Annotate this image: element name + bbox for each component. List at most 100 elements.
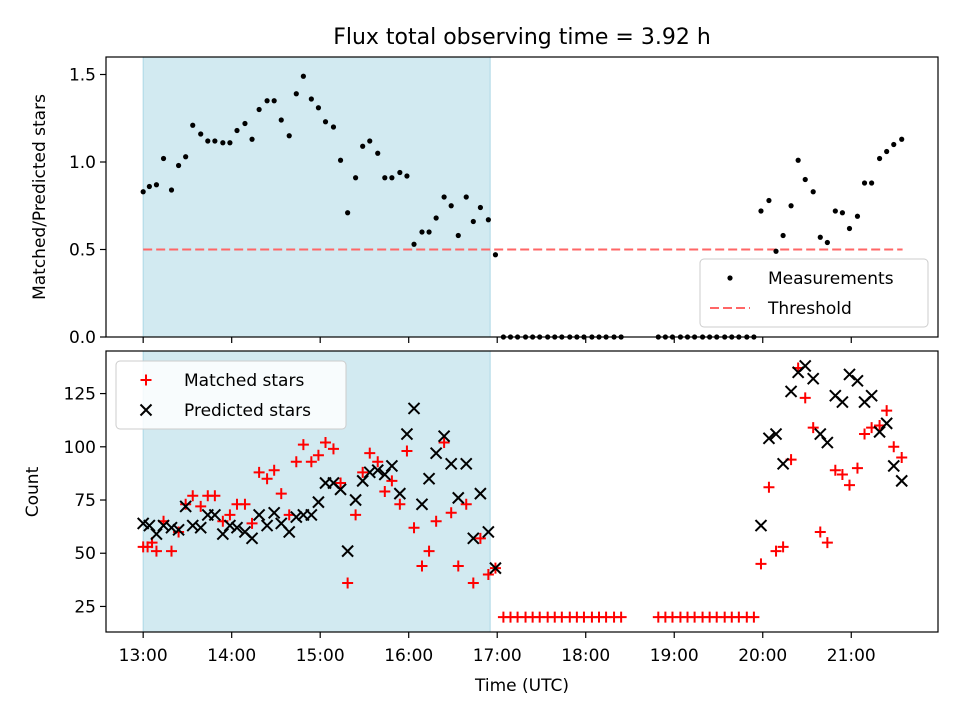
data-point xyxy=(312,449,324,461)
data-point xyxy=(290,510,303,524)
data-point xyxy=(762,432,776,445)
data-point xyxy=(397,169,403,176)
data-point xyxy=(807,422,819,434)
data-point xyxy=(357,466,369,478)
x-tick-label: 16:00 xyxy=(384,646,433,666)
bottom-y-axis-label: Count xyxy=(23,466,43,517)
data-point xyxy=(460,457,473,471)
data-point xyxy=(474,532,486,544)
data-point xyxy=(851,462,863,474)
data-point xyxy=(153,182,160,188)
data-point xyxy=(345,210,351,216)
y-tick-label: 50 xyxy=(74,544,96,564)
data-point xyxy=(416,560,428,572)
top-panel: 0.0 0.5 1.0 1.5 Measurements Threshold xyxy=(69,56,939,348)
data-point xyxy=(180,498,192,510)
data-point xyxy=(806,372,820,385)
data-point xyxy=(433,215,439,221)
data-point xyxy=(411,241,417,247)
data-point xyxy=(846,225,853,232)
data-point xyxy=(766,197,772,204)
data-point xyxy=(869,180,875,186)
data-point xyxy=(194,521,207,534)
data-point xyxy=(175,162,182,169)
data-point xyxy=(887,459,900,473)
data-point xyxy=(385,459,399,473)
shaded-observing-span xyxy=(142,56,491,338)
y-tick-label: 25 xyxy=(74,597,96,617)
legend-box xyxy=(115,360,347,430)
data-point xyxy=(363,466,376,479)
data-point xyxy=(876,155,883,162)
data-point xyxy=(400,427,414,441)
data-point xyxy=(769,427,783,441)
data-point xyxy=(337,157,344,163)
data-point xyxy=(150,545,162,557)
data-point xyxy=(419,229,425,235)
data-point xyxy=(356,474,369,488)
data-point xyxy=(821,537,833,549)
y-tick-label: 0.5 xyxy=(69,241,96,261)
data-point xyxy=(234,127,240,134)
data-point xyxy=(165,545,177,557)
data-point xyxy=(252,508,266,522)
data-point xyxy=(330,124,337,130)
data-point xyxy=(423,545,435,557)
data-point xyxy=(179,500,192,513)
data-point xyxy=(271,98,277,104)
data-point xyxy=(780,232,786,239)
data-point xyxy=(195,500,207,512)
data-point xyxy=(829,464,841,476)
data-point xyxy=(430,515,442,527)
data-point xyxy=(389,175,395,181)
data-point xyxy=(438,437,450,449)
data-point xyxy=(477,204,483,211)
legend-label: Measurements xyxy=(768,269,894,289)
data-point xyxy=(256,106,262,113)
data-point xyxy=(264,98,270,104)
data-point xyxy=(401,445,413,457)
x-tick-label: 17:00 xyxy=(473,646,522,666)
data-point xyxy=(899,136,905,142)
data-point xyxy=(839,210,846,216)
data-point xyxy=(349,493,362,507)
data-point xyxy=(394,498,406,510)
chart-title: Flux total observing time = 3.92 h xyxy=(333,25,711,50)
data-point xyxy=(843,479,855,491)
data-point xyxy=(187,490,199,502)
data-point xyxy=(353,175,359,181)
data-point xyxy=(160,155,167,162)
data-point xyxy=(784,385,798,398)
y-tick-label: 100 xyxy=(64,438,96,458)
data-point xyxy=(278,117,284,123)
data-point xyxy=(297,439,309,451)
data-point xyxy=(308,96,314,102)
data-point xyxy=(799,359,812,373)
data-point xyxy=(140,189,146,195)
data-point xyxy=(253,466,265,478)
data-point xyxy=(364,447,376,459)
data-point xyxy=(407,402,421,415)
data-point xyxy=(143,519,156,532)
data-point xyxy=(795,157,801,163)
data-point xyxy=(230,521,244,534)
top-y-axis-label: Matched/Predicted stars xyxy=(30,94,50,300)
data-point xyxy=(320,437,332,449)
y-tick-label: 125 xyxy=(64,385,96,405)
data-point xyxy=(300,73,306,79)
data-point xyxy=(216,527,230,541)
data-point xyxy=(198,131,204,137)
data-point xyxy=(360,143,366,149)
data-point xyxy=(489,561,502,575)
data-point xyxy=(896,451,908,463)
plot-frame xyxy=(105,56,939,338)
data-point xyxy=(448,203,454,209)
data-point xyxy=(802,176,808,183)
data-point xyxy=(861,180,868,186)
data-point xyxy=(393,487,407,500)
x-tick-label: 21:00 xyxy=(827,646,876,666)
data-point xyxy=(315,105,322,111)
data-point xyxy=(873,425,886,439)
bottom-panel: 25 50 75 100 125 13:00 14:00 15:00 16:00 17:00 18:… xyxy=(64,350,939,666)
